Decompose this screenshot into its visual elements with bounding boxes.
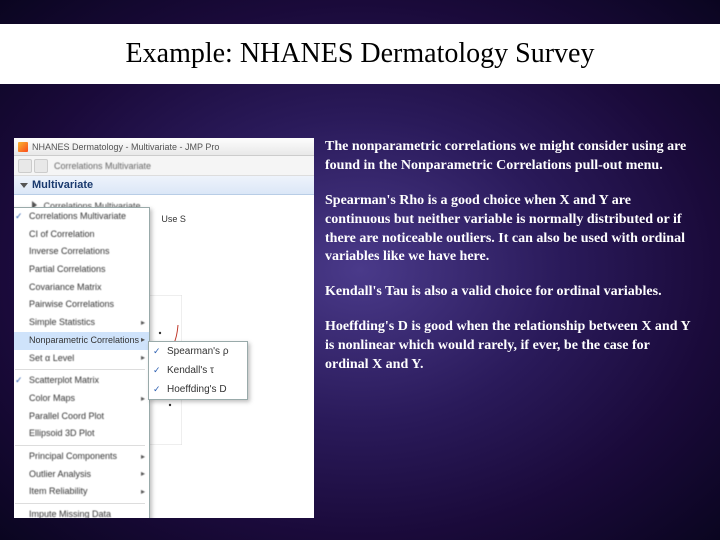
submenu-arrow-icon: ▸ <box>141 452 145 462</box>
submenu-arrow-icon: ▸ <box>141 469 145 479</box>
window-title-text: NHANES Dermatology - Multivariate - JMP … <box>32 142 219 152</box>
data-area: Correlations Multivariate Hat 076 000 66… <box>14 195 314 515</box>
toolbar-button[interactable] <box>18 159 32 173</box>
submenu-arrow-icon: ▸ <box>141 487 145 497</box>
submenu-arrow-icon: ▸ <box>141 335 145 345</box>
menu-item-scatterplot-matrix[interactable]: ✓Scatterplot Matrix <box>14 372 149 390</box>
menu-item-ci-correlation[interactable]: CI of Correlation <box>14 226 149 244</box>
toolbar-label: Correlations Multivariate <box>50 161 155 171</box>
submenu-item-spearman[interactable]: ✓Spearman's ρ <box>149 342 247 361</box>
submenu-arrow-icon: ▸ <box>141 353 145 363</box>
check-icon: ✓ <box>15 211 23 223</box>
app-icon <box>18 142 28 152</box>
check-icon: ✓ <box>153 384 161 396</box>
menu-item-parallel-coord[interactable]: Parallel Coord Plot <box>14 408 149 426</box>
menu-item-nonparametric-corr[interactable]: Nonparametric Correlations▸ <box>14 332 149 350</box>
toolbar: Correlations Multivariate <box>14 156 314 176</box>
paragraph-4: Hoeffding's D is good when the relations… <box>325 318 692 375</box>
slide-title: Example: NHANES Dermatology Survey <box>0 24 720 84</box>
menu-item-inverse-corr[interactable]: Inverse Correlations <box>14 243 149 261</box>
check-icon: ✓ <box>153 346 161 358</box>
submenu-item-kendall[interactable]: ✓Kendall's τ <box>149 361 247 380</box>
slide-body: The nonparametric correlations we might … <box>325 138 692 391</box>
nonparametric-submenu: ✓Spearman's ρ ✓Kendall's τ ✓Hoeffding's … <box>148 341 248 400</box>
menu-separator <box>15 369 145 370</box>
paragraph-3: Kendall's Tau is also a valid choice for… <box>325 283 692 302</box>
multivariate-menu: ✓Correlations Multivariate CI of Correla… <box>14 207 150 518</box>
toolbar-button[interactable] <box>34 159 48 173</box>
window-titlebar: NHANES Dermatology - Multivariate - JMP … <box>14 138 314 156</box>
submenu-arrow-icon: ▸ <box>141 394 145 404</box>
menu-item-covariance[interactable]: Covariance Matrix <box>14 279 149 297</box>
menu-item-correlations-multivariate[interactable]: ✓Correlations Multivariate <box>14 208 149 226</box>
jmp-window: NHANES Dermatology - Multivariate - JMP … <box>14 138 314 518</box>
submenu-arrow-icon: ▸ <box>141 318 145 328</box>
multivariate-header[interactable]: Multivariate <box>14 176 314 195</box>
menu-separator <box>15 445 145 446</box>
menu-item-principal-components[interactable]: Principal Components▸ <box>14 448 149 466</box>
multivariate-header-label: Multivariate <box>32 179 93 191</box>
menu-item-pairwise[interactable]: Pairwise Correlations <box>14 296 149 314</box>
paragraph-1: The nonparametric correlations we might … <box>325 138 692 176</box>
check-icon: ✓ <box>153 365 161 377</box>
menu-item-item-reliability[interactable]: Item Reliability▸ <box>14 483 149 501</box>
menu-item-ellipsoid-3d[interactable]: Ellipsoid 3D Plot <box>14 425 149 443</box>
col-header: Use S <box>161 213 186 226</box>
disclosure-triangle-icon[interactable] <box>20 183 28 188</box>
check-icon: ✓ <box>15 375 23 387</box>
menu-item-color-maps[interactable]: Color Maps▸ <box>14 390 149 408</box>
paragraph-2: Spearman's Rho is a good choice when X a… <box>325 192 692 268</box>
table-col: Use S <box>161 213 186 276</box>
menu-item-simple-stats[interactable]: Simple Statistics▸ <box>14 314 149 332</box>
menu-item-outlier-analysis[interactable]: Outlier Analysis▸ <box>14 466 149 484</box>
menu-separator <box>15 503 145 504</box>
menu-item-set-alpha[interactable]: Set α Level▸ <box>14 350 149 368</box>
menu-item-partial-corr[interactable]: Partial Correlations <box>14 261 149 279</box>
menu-item-impute-missing[interactable]: Impute Missing Data <box>14 506 149 518</box>
submenu-item-hoeffding[interactable]: ✓Hoeffding's D <box>149 380 247 399</box>
